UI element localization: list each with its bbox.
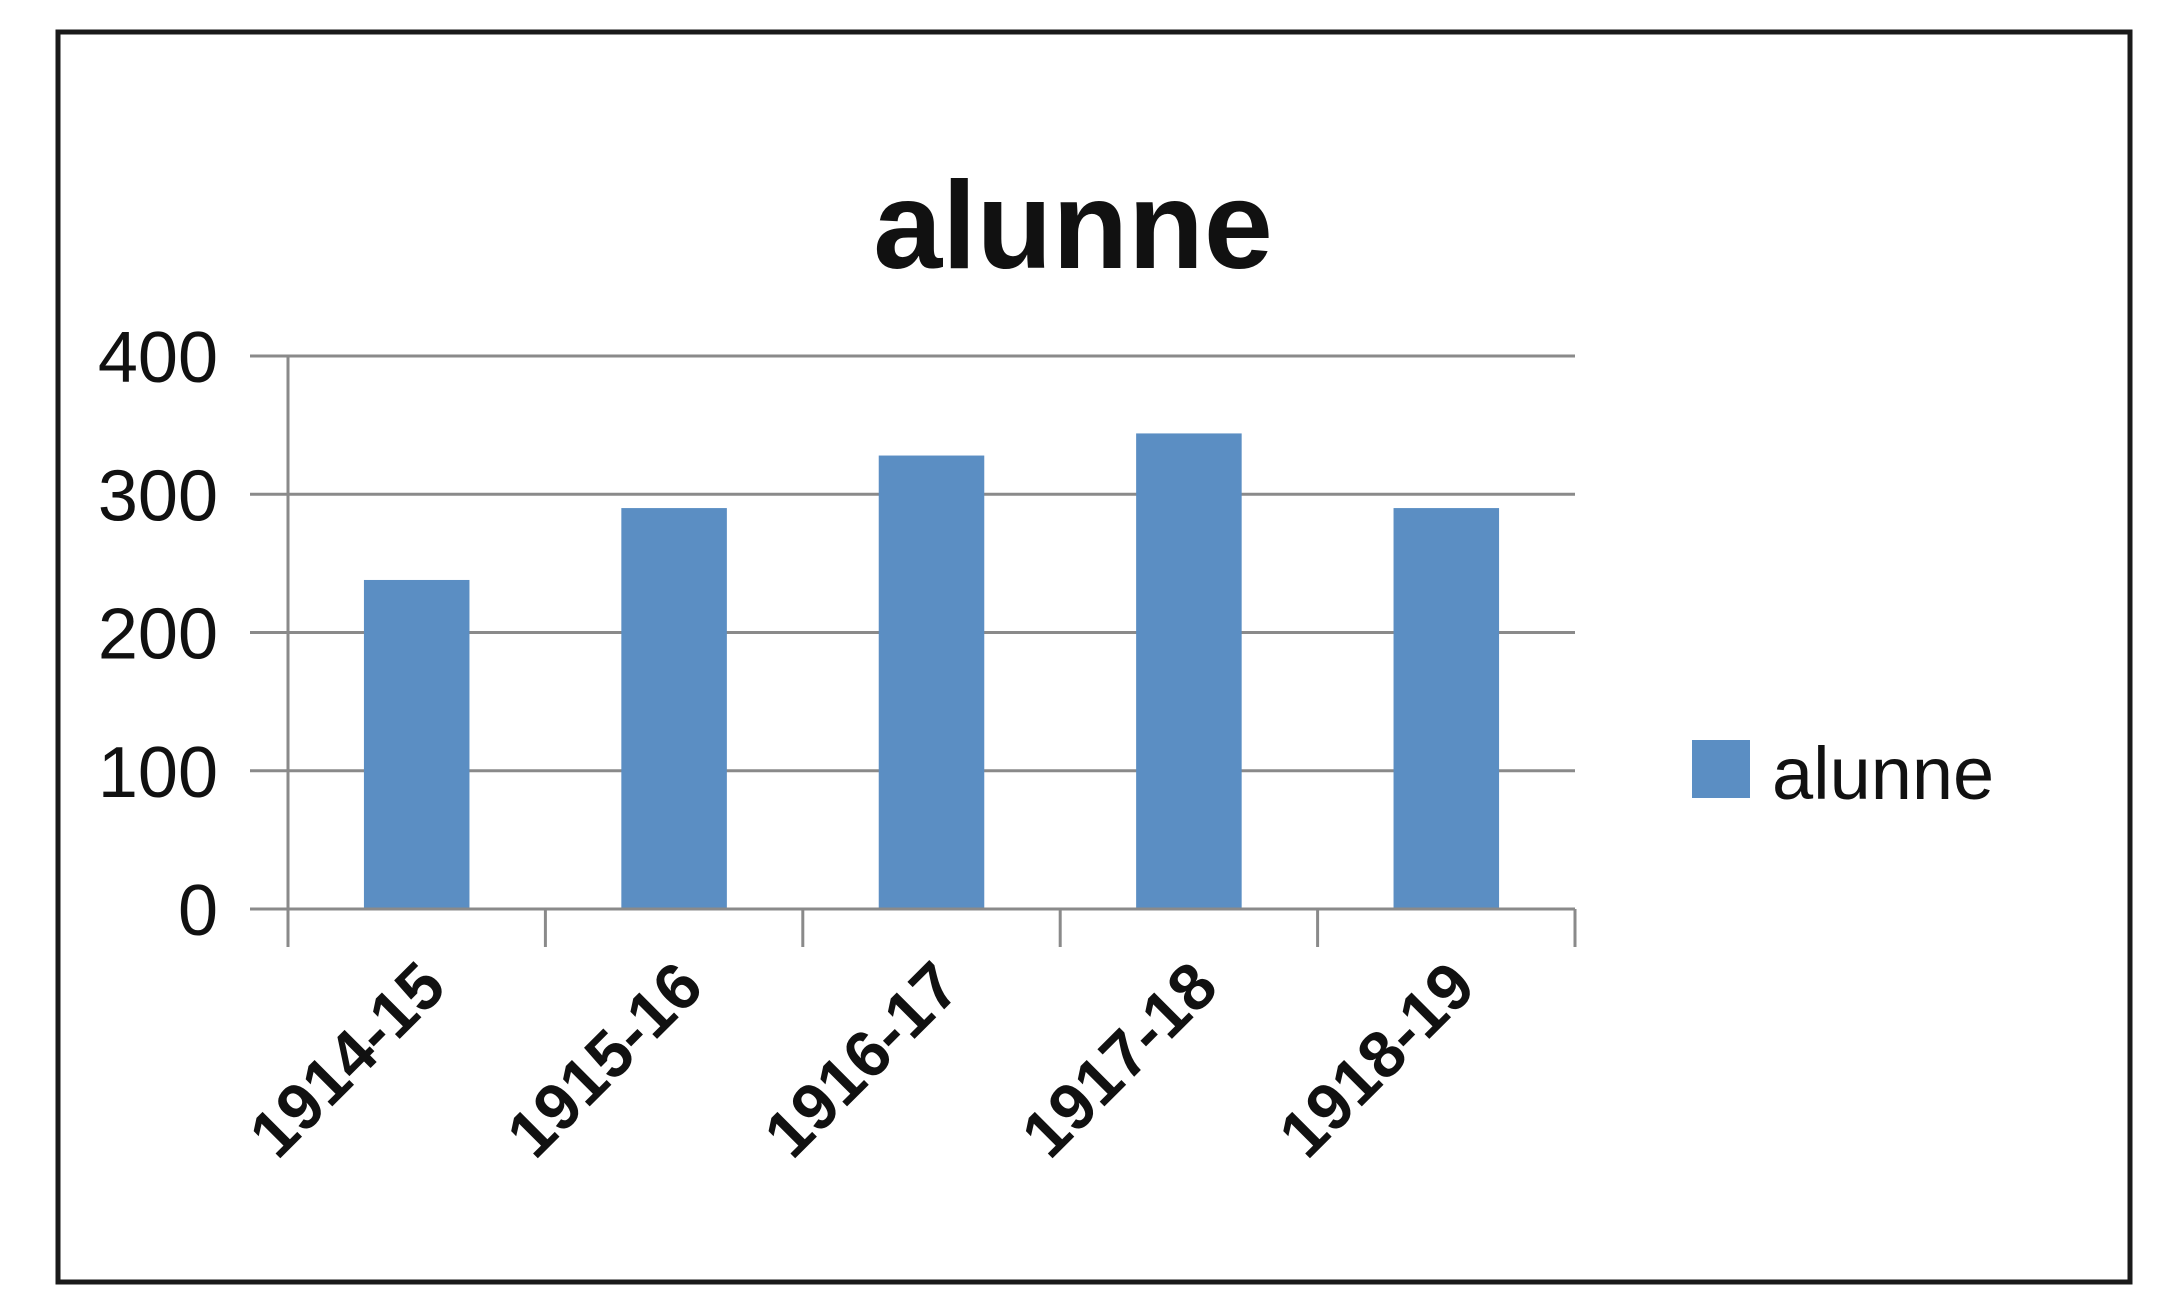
bar bbox=[1393, 508, 1500, 909]
y-tick-label: 400 bbox=[98, 318, 218, 398]
bar bbox=[878, 455, 985, 909]
bar bbox=[363, 579, 470, 909]
legend: alunne bbox=[1692, 732, 1994, 815]
legend-swatch bbox=[1692, 740, 1750, 798]
legend-label: alunne bbox=[1772, 732, 1994, 815]
y-tick-label: 200 bbox=[98, 595, 218, 675]
axes bbox=[250, 356, 1577, 947]
bars bbox=[363, 433, 1500, 909]
y-tick-label: 300 bbox=[98, 456, 218, 536]
y-tick-label: 0 bbox=[178, 871, 218, 951]
chart-title: alunne bbox=[873, 157, 1273, 295]
y-tick-label: 100 bbox=[98, 733, 218, 813]
y-tick-labels: 0 100 200 300 400 bbox=[98, 318, 218, 951]
bar bbox=[621, 508, 727, 909]
bar bbox=[1136, 433, 1242, 909]
